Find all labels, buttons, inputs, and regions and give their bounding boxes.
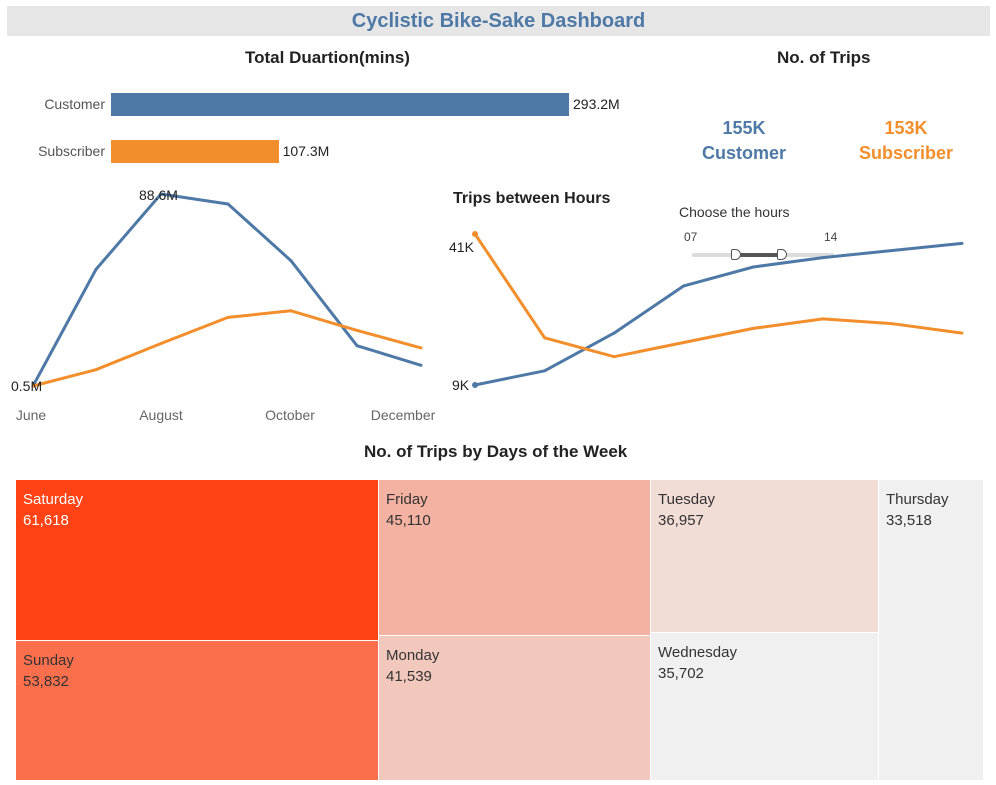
hour-slider-end-handle[interactable]: [777, 249, 787, 260]
hour-point-subscriber-14[interactable]: [960, 331, 964, 335]
duration-bar-value-subscriber: 107.3M: [282, 143, 330, 159]
hour-point-subscriber-8[interactable]: [543, 336, 547, 340]
kpi-customer-label: Customer: [701, 143, 786, 163]
month-point-customer-september[interactable]: [226, 202, 230, 206]
month-tick-december: December: [371, 407, 436, 423]
treemap-label-monday: Monday: [386, 647, 440, 664]
hour-max-label: 41K: [449, 239, 475, 255]
month-tick-june: June: [16, 407, 47, 423]
hour-point-customer-7[interactable]: [472, 382, 478, 388]
month-tick-august: August: [139, 407, 183, 423]
month-point-subscriber-september[interactable]: [226, 315, 230, 319]
monthly-duration-line-chart: 88.6M 0.5M June August October December: [11, 187, 436, 423]
hour-point-subscriber-12[interactable]: [821, 317, 825, 321]
hour-point-customer-11[interactable]: [751, 265, 755, 269]
treemap-value-thursday: 33,518: [886, 512, 932, 529]
hour-point-customer-14[interactable]: [960, 241, 964, 245]
treemap-value-wednesday: 35,702: [658, 665, 704, 682]
treemap-cell-wednesday[interactable]: Wednesday 35,702: [651, 633, 878, 780]
month-point-subscriber-august[interactable]: [159, 342, 163, 345]
month-point-subscriber-july[interactable]: [94, 368, 98, 372]
hour-point-subscriber-13[interactable]: [890, 322, 894, 326]
hours-chart-title: Trips between Hours: [453, 190, 611, 207]
treemap-cell-saturday[interactable]: Saturday 61,618: [16, 480, 378, 640]
month-start-label: 0.5M: [11, 378, 42, 394]
hour-point-customer-8[interactable]: [543, 369, 547, 373]
treemap-value-saturday: 61,618: [23, 512, 69, 529]
dashboard-title: Cyclistic Bike-Sake Dashboard: [351, 10, 646, 32]
hour-point-subscriber-10[interactable]: [682, 341, 686, 344]
treemap-value-friday: 45,110: [386, 512, 431, 529]
month-peak-label: 88.6M: [139, 187, 178, 203]
hour-filter-title: Choose the hours: [679, 204, 790, 220]
dashboard-title-bar: Cyclistic Bike-Sake Dashboard: [7, 6, 990, 36]
hour-line-subscriber[interactable]: [473, 233, 963, 359]
treemap-label-thursday: Thursday: [886, 491, 949, 508]
duration-bar-value-customer: 293.2M: [573, 96, 620, 112]
hour-slider-range: [736, 253, 782, 257]
duration-bar-label-customer: Customer: [44, 96, 105, 112]
kpi-customer-value: 155K: [722, 118, 766, 138]
treemap-value-sunday: 53,832: [23, 673, 69, 690]
hour-point-subscriber-7[interactable]: [472, 231, 478, 237]
month-point-customer-december[interactable]: [419, 363, 423, 367]
hour-point-customer-12[interactable]: [821, 256, 825, 260]
duration-bar-label-subscriber: Subscriber: [38, 143, 105, 159]
treemap-cell-friday[interactable]: Friday 45,110: [379, 480, 650, 635]
treemap-label-friday: Friday: [386, 491, 428, 508]
treemap-cell-sunday[interactable]: Sunday 53,832: [16, 641, 378, 780]
treemap-value-tuesday: 36,957: [658, 512, 704, 529]
treemap-cell-thursday[interactable]: Thursday 33,518: [879, 480, 983, 780]
hour-filter-max-label: 14: [824, 230, 838, 244]
treemap-cell-monday[interactable]: Monday 41,539: [379, 636, 650, 780]
trips-kpi-title: No. of Trips: [777, 48, 871, 67]
treemap-label-sunday: Sunday: [23, 652, 74, 669]
month-point-subscriber-november[interactable]: [355, 328, 359, 332]
month-line-customer[interactable]: [31, 192, 422, 387]
treemap-value-monday: 41,539: [386, 668, 432, 685]
hour-point-customer-10[interactable]: [682, 284, 686, 288]
hour-min-label: 9K: [452, 377, 470, 393]
month-point-subscriber-december[interactable]: [419, 346, 423, 350]
month-point-customer-november[interactable]: [355, 344, 359, 348]
month-point-subscriber-june[interactable]: [31, 384, 35, 388]
hour-point-subscriber-9[interactable]: [612, 355, 616, 359]
month-point-customer-october[interactable]: [289, 259, 293, 263]
treemap-cell-tuesday[interactable]: Tuesday 36,957: [651, 480, 878, 632]
hour-line-customer[interactable]: [474, 241, 963, 387]
kpi-subscriber-value: 153K: [884, 118, 928, 138]
kpi-subscriber-label: Subscriber: [858, 143, 954, 163]
treemap-label-saturday: Saturday: [23, 491, 84, 508]
treemap-label-wednesday: Wednesday: [658, 644, 737, 661]
month-point-subscriber-october[interactable]: [289, 309, 293, 313]
hour-point-customer-13[interactable]: [890, 249, 894, 252]
duration-title: Total Duartion(mins): [245, 48, 410, 67]
weekday-title: No. of Trips by Days of the Week: [364, 442, 628, 461]
month-point-customer-august[interactable]: [159, 192, 163, 196]
hour-slider-start-handle[interactable]: [731, 249, 741, 260]
hour-point-subscriber-11[interactable]: [751, 326, 755, 330]
duration-bar-subscriber[interactable]: [111, 140, 279, 163]
month-tick-october: October: [265, 407, 315, 423]
month-point-customer-july[interactable]: [94, 267, 98, 271]
hour-point-customer-9[interactable]: [612, 331, 616, 335]
hour-filter-min-label: 07: [684, 230, 698, 244]
hourly-trips-line-chart: 41K 9K: [449, 231, 964, 393]
treemap-label-tuesday: Tuesday: [658, 491, 715, 508]
duration-bar-customer[interactable]: [111, 93, 569, 116]
